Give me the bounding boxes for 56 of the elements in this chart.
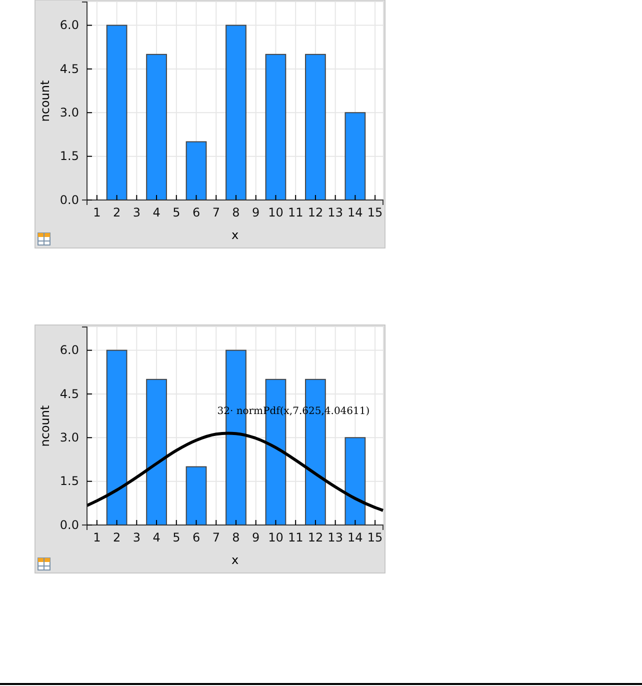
y-tick-label: 1.5: [60, 474, 79, 488]
y-tick-label: 3.0: [60, 430, 79, 444]
x-tick-label: 9: [252, 206, 260, 220]
bar: [146, 54, 167, 200]
x-tick-label: 11: [288, 206, 304, 220]
x-tick-label: 7: [212, 530, 220, 545]
x-tick-label: 14: [348, 530, 363, 545]
x-tick-label: 6: [192, 206, 200, 220]
x-tick-label: 13: [328, 206, 343, 220]
y-tick-label: 3.0: [60, 105, 79, 120]
bar: [265, 54, 286, 200]
x-tick-label: 2: [112, 530, 121, 545]
bar: [305, 54, 326, 200]
y-tick-label: 6.0: [60, 18, 79, 32]
x-tick-label: 2: [112, 206, 121, 220]
x-tick-label: 10: [268, 206, 284, 220]
bar: [226, 24, 246, 200]
y-tick-label: 0.0: [60, 518, 79, 532]
x-axis-title: x: [231, 228, 239, 242]
bar: [186, 141, 207, 200]
x-tick-label: 4: [152, 530, 160, 545]
x-tick-label: 6: [192, 530, 200, 545]
x-tick-label: 12: [308, 530, 324, 545]
bar: [146, 378, 167, 526]
x-tick-label: 8: [232, 206, 240, 220]
bar: [344, 437, 366, 526]
bar: [106, 24, 128, 200]
x-tick-label: 1: [93, 206, 101, 220]
x-tick-label: 7: [212, 206, 220, 220]
x-tick-label: 15: [367, 530, 383, 545]
y-tick-label: 4.5: [60, 386, 79, 401]
y-tick-label: 0.0: [60, 192, 79, 207]
x-axis-title: x: [231, 553, 239, 567]
bar: [344, 112, 366, 200]
x-tick-label: 12: [308, 206, 324, 220]
x-tick-label: 3: [132, 206, 140, 220]
x-tick-label: 13: [328, 530, 343, 545]
y-axis-title: ncount: [38, 404, 52, 447]
x-tick-label: 5: [172, 530, 180, 545]
bar: [186, 466, 207, 526]
y-tick-label: 4.5: [60, 62, 79, 76]
x-tick-label: 14: [348, 206, 363, 220]
y-axis-title: ncount: [38, 80, 52, 122]
x-tick-label: 5: [172, 206, 180, 220]
x-tick-label: 3: [132, 530, 140, 545]
y-tick-label: 6.0: [60, 343, 79, 358]
y-tick-label: 1.5: [60, 149, 79, 164]
bar: [106, 350, 128, 526]
line-series: [86, 432, 384, 512]
x-tick-label: 8: [232, 530, 240, 545]
x-tick-label: 10: [268, 530, 284, 545]
x-tick-label: 1: [93, 530, 101, 545]
x-tick-label: 15: [367, 206, 383, 220]
x-tick-label: 4: [152, 206, 160, 220]
x-tick-label: 11: [288, 530, 304, 545]
x-tick-label: 9: [252, 530, 260, 545]
